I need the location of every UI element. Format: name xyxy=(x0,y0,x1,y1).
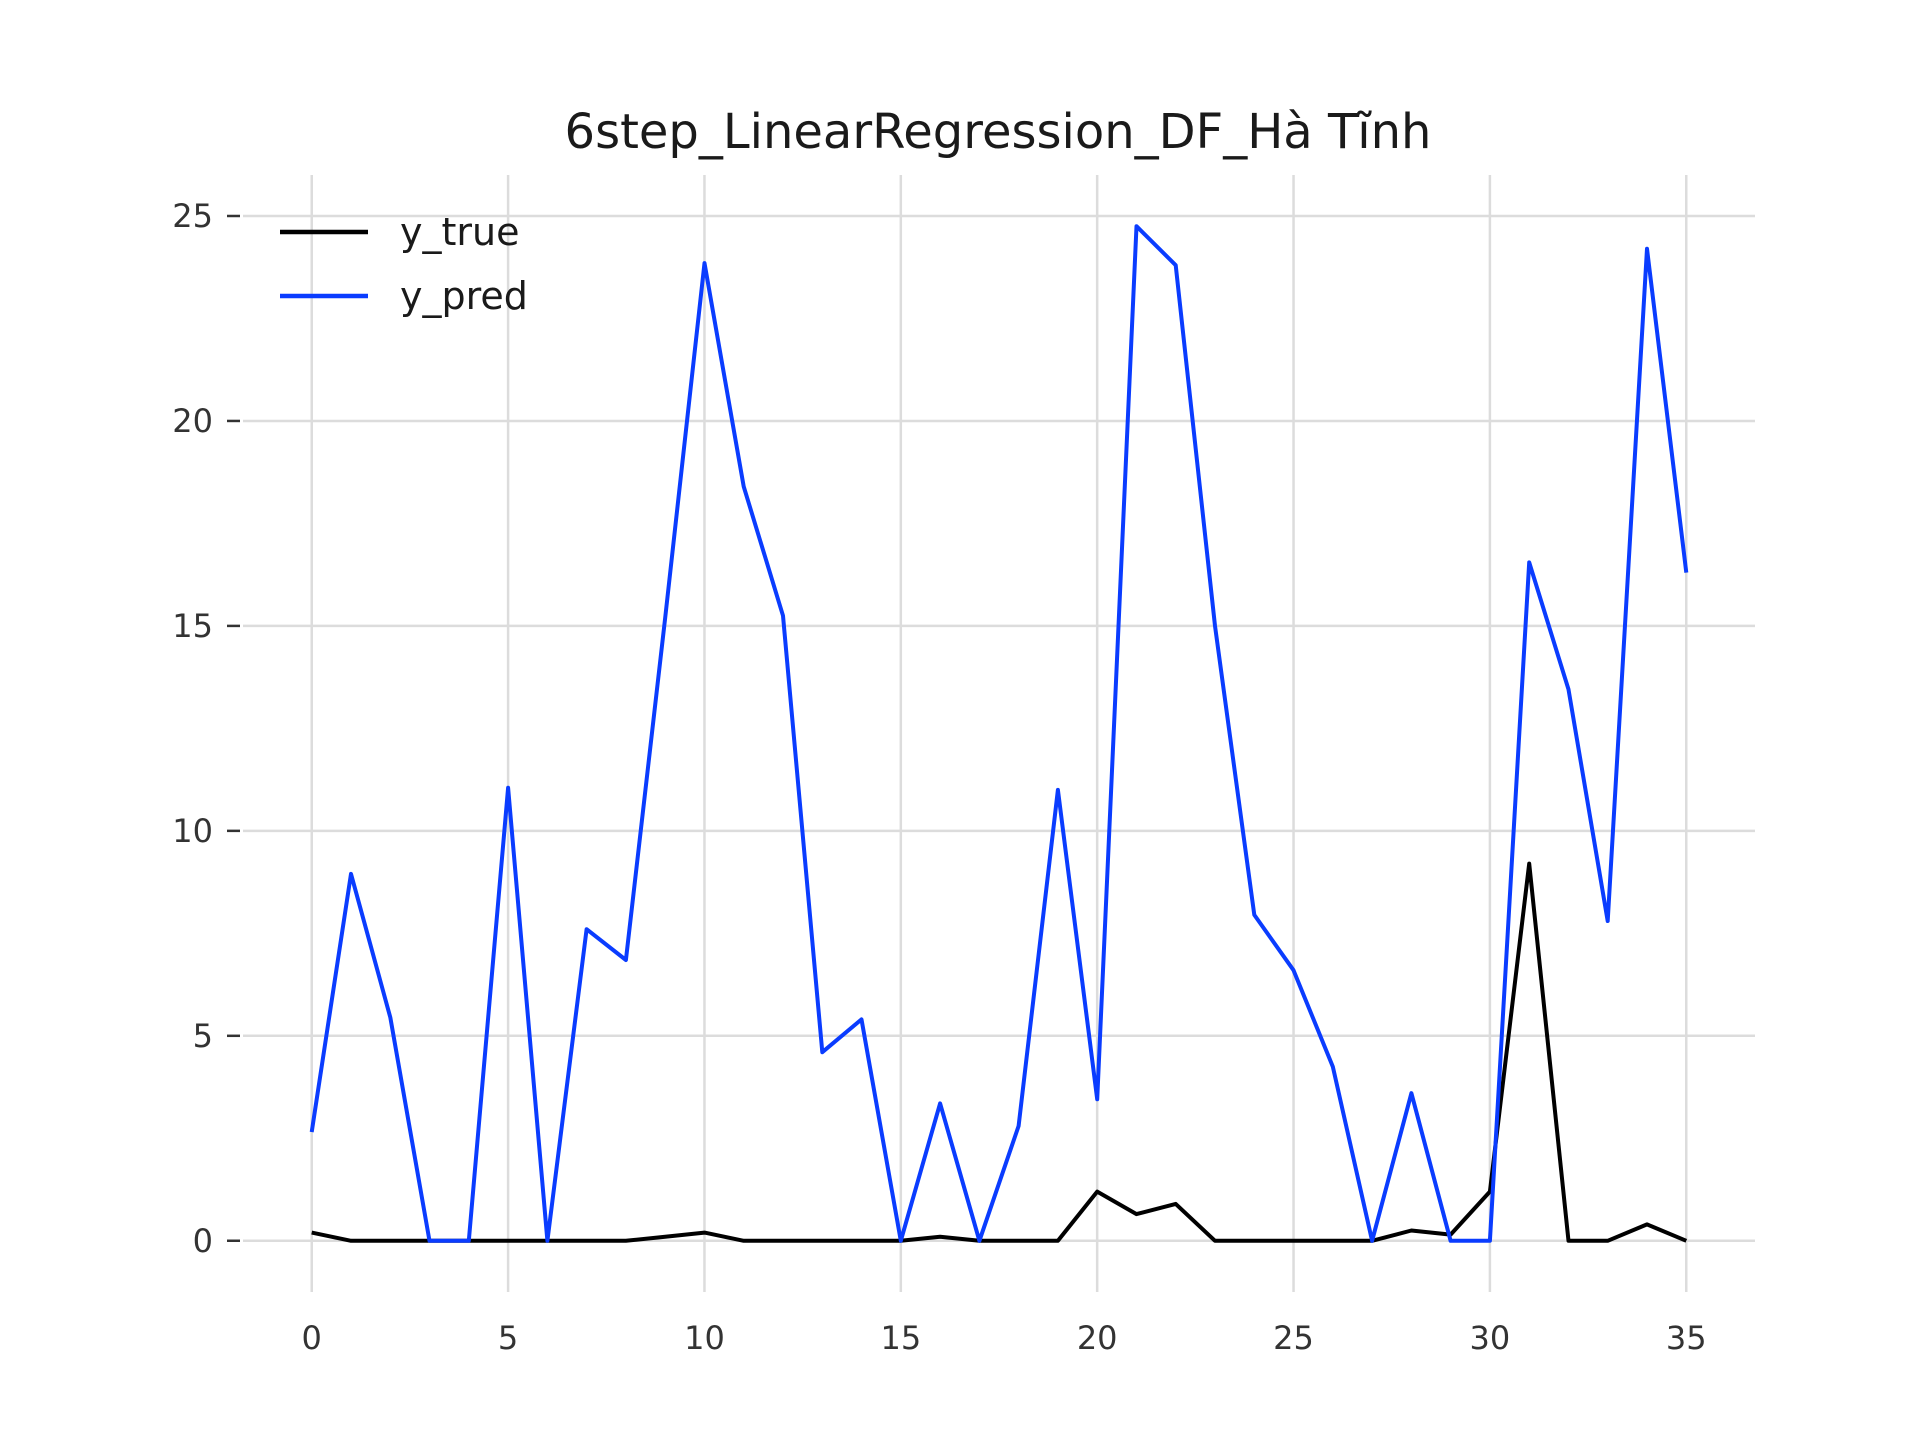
legend-label-y-pred: y_pred xyxy=(400,274,528,318)
legend: y_true y_pred xyxy=(280,210,528,318)
x-tick-label: 10 xyxy=(684,1319,725,1357)
y-tick-label: 5 xyxy=(193,1017,213,1055)
series-line-y-pred xyxy=(309,224,1689,1243)
axis-ticks: 0 5 10 15 20 25 30 35 0 5 10 15 20 25 xyxy=(172,197,1706,1357)
x-tick-label: 20 xyxy=(1077,1319,1118,1357)
grid-lines xyxy=(243,175,1755,1292)
y-tick-label: 0 xyxy=(193,1222,213,1260)
x-tick-label: 30 xyxy=(1470,1319,1511,1357)
x-tick-label: 5 xyxy=(498,1319,518,1357)
series-line-y-true xyxy=(311,861,1688,1243)
x-tick-label: 0 xyxy=(302,1319,322,1357)
legend-label-y-true: y_true xyxy=(400,210,519,254)
chart-title: 6step_LinearRegression_DF_Hà Tĩnh xyxy=(565,104,1432,160)
y-tick-label: 15 xyxy=(172,607,213,645)
y-tick-label: 10 xyxy=(172,812,213,850)
series-lines xyxy=(309,224,1689,1243)
y-tick-label: 20 xyxy=(172,402,213,440)
x-tick-label: 15 xyxy=(880,1319,921,1357)
x-tick-label: 25 xyxy=(1273,1319,1314,1357)
y-tick-label: 25 xyxy=(172,197,213,235)
x-tick-label: 35 xyxy=(1666,1319,1707,1357)
